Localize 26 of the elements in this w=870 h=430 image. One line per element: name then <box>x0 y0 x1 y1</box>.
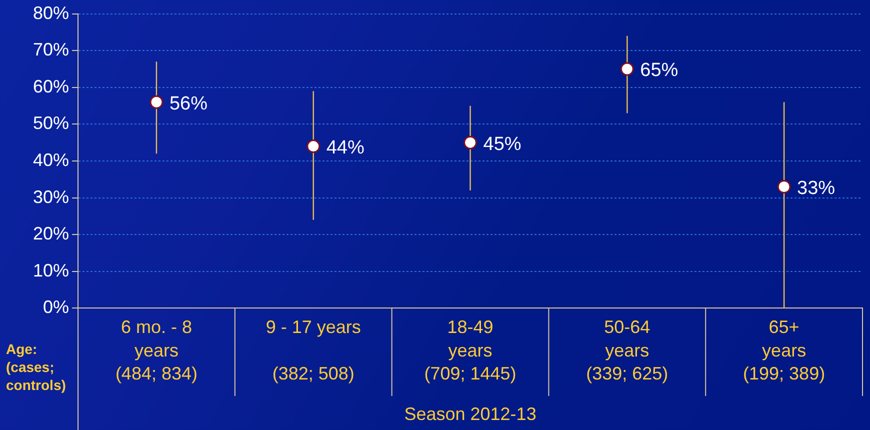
x-tick-label: 50-64 years (339; 625) <box>586 316 668 384</box>
x-axis-title: Season 2012-13 <box>404 404 536 424</box>
y-tick-label: 10% <box>32 260 70 280</box>
y-tick-label: 0% <box>43 297 70 318</box>
data-label: 44% <box>326 138 364 159</box>
point <box>306 140 320 154</box>
y-tick-label: 30% <box>32 186 70 207</box>
y-tick-label: 20% <box>32 224 70 244</box>
data-label: 33% <box>797 178 836 199</box>
text: Age: (cases; controls) <box>6 340 67 394</box>
y-tick-label: 80% <box>32 2 70 23</box>
point <box>777 180 791 194</box>
y-tick-label: 70% <box>32 40 70 60</box>
data-label: 45% <box>483 134 522 155</box>
y-tick-label: 60% <box>32 76 70 96</box>
y-tick-label: 40% <box>32 150 70 170</box>
data-label: 56% <box>169 93 208 114</box>
x-tick-label: 18-49 years (709; 1445) <box>424 316 516 384</box>
x-tick-label: 6 mo. - 8 years (484; 834) <box>115 316 198 384</box>
point <box>464 136 478 150</box>
x-tick-label: 65+ years (199; 389) <box>743 316 826 384</box>
category-label: 9 - 17 years (382; 508) <box>266 316 361 384</box>
data-label: 65% <box>640 60 678 82</box>
point <box>150 95 164 109</box>
point <box>620 62 634 76</box>
y-tick-label: 50% <box>32 113 70 134</box>
